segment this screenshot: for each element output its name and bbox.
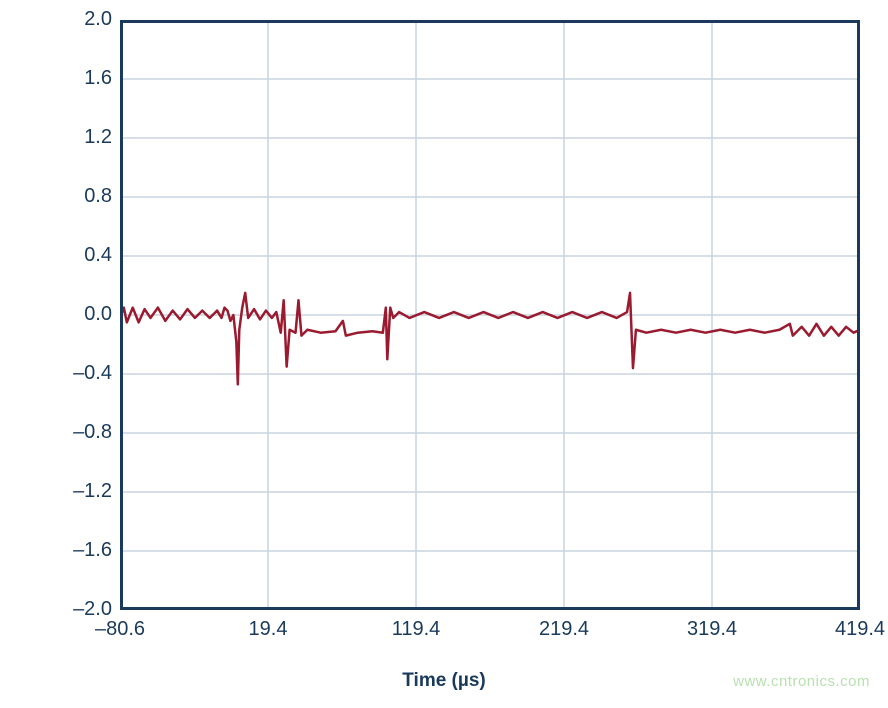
y-tick-label: 0.8 (52, 185, 112, 208)
y-tick-label: 0.4 (52, 244, 112, 267)
x-axis-label: Time (µs) (402, 670, 485, 692)
x-tick-label: 119.4 (376, 618, 456, 641)
y-tick-label: 1.2 (52, 126, 112, 149)
watermark-text: www.cntronics.com (733, 673, 870, 690)
y-tick-label: –0.8 (52, 421, 112, 444)
x-tick-label: 419.4 (820, 618, 888, 641)
y-tick-label: –1.2 (52, 480, 112, 503)
x-tick-label: –80.6 (80, 618, 160, 641)
x-tick-label: 19.4 (228, 618, 308, 641)
x-tick-label: 219.4 (524, 618, 604, 641)
y-tick-label: –1.6 (52, 539, 112, 562)
x-tick-label: 319.4 (672, 618, 752, 641)
gate-voltage-chart: Normalized Gate Voltage (V) Time (µs) ww… (0, 0, 888, 708)
y-tick-label: –0.4 (52, 362, 112, 385)
plot-area (120, 20, 860, 610)
y-tick-label: 1.6 (52, 67, 112, 90)
y-tick-label: 2.0 (52, 8, 112, 31)
y-tick-label: 0.0 (52, 303, 112, 326)
